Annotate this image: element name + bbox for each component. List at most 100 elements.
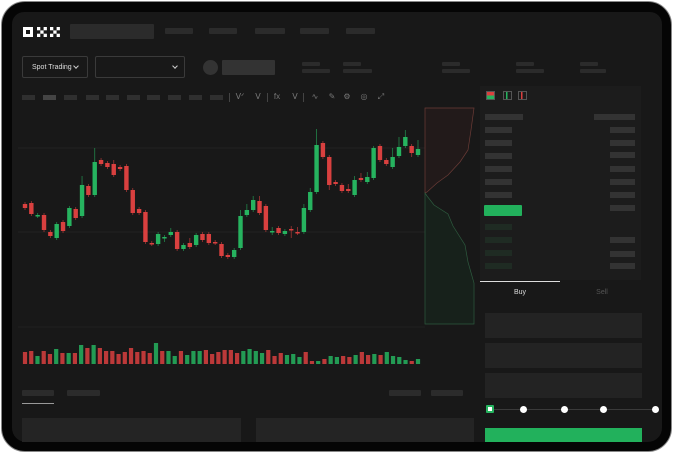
candle[interactable] — [390, 148, 395, 169]
candle[interactable] — [384, 158, 389, 166]
candle[interactable] — [117, 165, 123, 171]
price-input[interactable] — [485, 313, 642, 338]
bid-price[interactable] — [485, 237, 512, 243]
candle[interactable] — [250, 196, 256, 212]
candle[interactable] — [308, 188, 313, 212]
candle[interactable] — [111, 160, 116, 177]
candle[interactable] — [295, 227, 300, 235]
bid-price[interactable] — [485, 263, 512, 269]
candle[interactable] — [98, 158, 104, 166]
candle[interactable] — [270, 227, 275, 235]
fullscreen-icon[interactable]: ⤢ — [377, 92, 385, 101]
ask-price[interactable] — [485, 153, 512, 159]
nav-item[interactable] — [300, 28, 329, 34]
nav-item[interactable] — [165, 28, 193, 34]
pair-selector-dropdown[interactable] — [95, 56, 185, 78]
candle[interactable] — [155, 232, 161, 246]
slider-step-75[interactable] — [600, 406, 607, 413]
slider-step-25[interactable] — [520, 406, 527, 413]
candle[interactable] — [60, 220, 66, 233]
candle[interactable] — [79, 176, 85, 218]
filter-button[interactable] — [389, 390, 421, 396]
timeframe-button[interactable] — [43, 95, 56, 100]
candle[interactable] — [136, 207, 142, 215]
candle[interactable] — [168, 228, 173, 237]
nav-item[interactable] — [255, 28, 285, 34]
candle[interactable] — [181, 243, 186, 251]
candle[interactable] — [371, 146, 376, 180]
ask-price[interactable] — [485, 179, 512, 185]
candle[interactable] — [92, 148, 97, 197]
candle[interactable] — [86, 184, 91, 197]
candle[interactable] — [282, 229, 288, 236]
candle[interactable] — [346, 184, 351, 193]
amount-input[interactable] — [485, 343, 642, 368]
candle[interactable] — [244, 204, 250, 217]
candle[interactable] — [105, 161, 110, 169]
trendline-icon[interactable]: ∿ — [311, 92, 319, 101]
tab-open-orders[interactable] — [22, 390, 54, 396]
candle[interactable] — [320, 141, 326, 159]
bid-price[interactable] — [485, 224, 512, 230]
bid-price[interactable] — [485, 250, 512, 256]
chart-type-icon[interactable]: ᐯ — [255, 92, 261, 101]
candle[interactable] — [365, 172, 370, 184]
total-input[interactable] — [485, 373, 642, 398]
candle[interactable] — [174, 230, 180, 251]
candle[interactable] — [339, 183, 345, 193]
timeframe-button[interactable] — [147, 95, 160, 100]
candle[interactable] — [206, 232, 212, 245]
candle[interactable] — [276, 226, 281, 235]
timeframe-button[interactable] — [86, 95, 99, 100]
chevron-down-icon[interactable]: ᐯ — [292, 92, 298, 101]
candle[interactable] — [301, 204, 307, 234]
timeframe-button[interactable] — [106, 95, 119, 100]
okx-logo[interactable] — [23, 25, 63, 37]
candle[interactable] — [41, 213, 47, 232]
nav-item[interactable] — [209, 28, 237, 34]
candle[interactable] — [124, 164, 129, 192]
candle[interactable] — [22, 202, 28, 210]
candle[interactable] — [73, 207, 78, 220]
tab-buy[interactable]: Buy — [513, 289, 527, 296]
leverage-slider-handle[interactable] — [486, 405, 494, 413]
candle[interactable] — [352, 176, 357, 197]
buy-button[interactable] — [485, 428, 642, 442]
candle[interactable] — [200, 232, 205, 242]
candle[interactable] — [162, 235, 167, 242]
camera-icon[interactable]: ◎ — [360, 92, 368, 101]
candle[interactable] — [35, 213, 40, 218]
candle[interactable] — [67, 206, 72, 228]
ask-price[interactable] — [485, 192, 512, 198]
candle[interactable] — [29, 201, 34, 216]
search-bar[interactable] — [70, 24, 154, 39]
tab-sell[interactable]: Sell — [596, 289, 608, 296]
candle[interactable] — [314, 129, 319, 194]
tab-order-history[interactable] — [67, 390, 100, 396]
candle[interactable] — [48, 230, 53, 238]
candle[interactable] — [396, 137, 402, 158]
timeframe-button[interactable] — [64, 95, 77, 100]
candle[interactable] — [187, 238, 193, 249]
candlestick-chart[interactable] — [0, 0, 480, 380]
ask-price[interactable] — [485, 127, 512, 133]
candle[interactable] — [143, 210, 148, 244]
slider-step-50[interactable] — [561, 406, 568, 413]
candle[interactable] — [149, 241, 154, 246]
pencil-icon[interactable]: ✎ — [328, 92, 336, 101]
candle[interactable] — [377, 144, 383, 162]
view-bids-icon[interactable] — [503, 91, 512, 100]
candle[interactable] — [54, 222, 59, 240]
timeframe-button[interactable] — [210, 95, 223, 100]
indicator-icon[interactable]: ᐯᐟ — [235, 92, 245, 101]
leverage-slider-track[interactable] — [490, 409, 657, 410]
candle[interactable] — [358, 173, 364, 182]
view-both-icon[interactable] — [486, 91, 495, 100]
candle[interactable] — [257, 196, 262, 215]
candle[interactable] — [333, 180, 338, 186]
slider-step-100[interactable] — [652, 406, 659, 413]
candle[interactable] — [238, 210, 243, 250]
ask-price[interactable] — [485, 166, 512, 172]
candle[interactable] — [327, 155, 332, 190]
settings-icon[interactable]: ⚙ — [343, 92, 351, 101]
